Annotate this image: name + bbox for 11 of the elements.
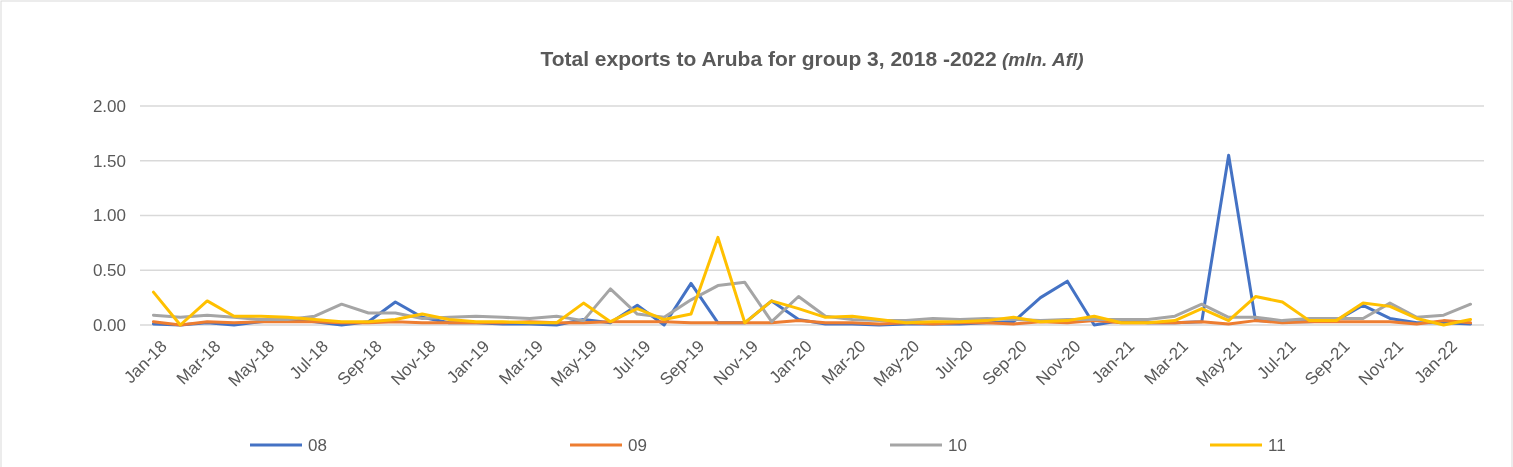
- legend-label: 10: [948, 435, 967, 455]
- y-tick-label: 1.50: [92, 151, 126, 171]
- y-tick-label: 0.50: [92, 261, 126, 281]
- chart-subtitle: (mln. Afl): [996, 49, 1084, 70]
- legend-label: 09: [628, 435, 647, 455]
- chart-title: Total exports to Aruba for group 3, 2018 -2022: [540, 47, 997, 70]
- legend-label: 08: [308, 435, 327, 455]
- y-tick-label: 1.00: [92, 206, 126, 226]
- y-tick-label: 0.00: [92, 315, 126, 335]
- legend-label: 11: [1268, 435, 1286, 455]
- y-tick-label: 2.00: [92, 96, 126, 116]
